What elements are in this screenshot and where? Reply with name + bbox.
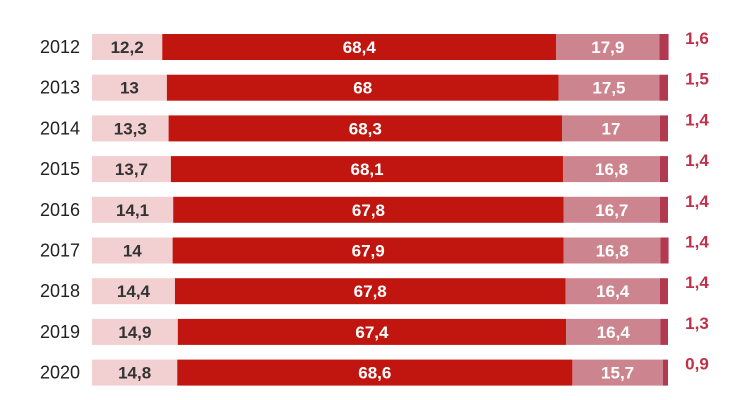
data-label: 16,7 bbox=[595, 201, 628, 220]
bar-segment bbox=[659, 74, 668, 101]
data-label: 14,1 bbox=[116, 201, 149, 220]
bar-row: 2017 14 67,9 16,8 1,4 bbox=[40, 233, 709, 264]
bar-row: 2014 13,3 68,3 17 1,4 bbox=[40, 110, 709, 142]
bar-segment bbox=[92, 196, 174, 223]
bar-segment bbox=[177, 318, 567, 345]
data-label: 68,6 bbox=[358, 364, 391, 383]
bar-segment bbox=[174, 278, 566, 305]
data-label: 13,7 bbox=[115, 160, 148, 179]
bar-segment bbox=[659, 196, 668, 223]
bar-segment bbox=[177, 359, 573, 386]
data-label: 15,7 bbox=[601, 364, 634, 383]
bar-row: 2015 13,7 68,1 16,8 1,4 bbox=[40, 151, 709, 183]
bar-segment bbox=[659, 156, 668, 183]
bar-segment bbox=[92, 237, 173, 264]
category-label: 2015 bbox=[40, 159, 80, 179]
bar-segment bbox=[92, 115, 169, 142]
data-label: 14,4 bbox=[117, 282, 151, 301]
data-label: 67,9 bbox=[352, 242, 385, 261]
data-label: 1,4 bbox=[685, 233, 709, 252]
bar-segment bbox=[92, 359, 178, 386]
data-label: 68,1 bbox=[350, 160, 383, 179]
bar-segment bbox=[166, 74, 559, 101]
data-label: 68 bbox=[353, 79, 372, 98]
bar-row: 2018 14,4 67,8 16,4 1,4 bbox=[40, 273, 709, 305]
data-label: 67,4 bbox=[355, 323, 389, 342]
data-label: 16,4 bbox=[596, 282, 630, 301]
bar-segment bbox=[659, 278, 668, 305]
data-label: 1,4 bbox=[685, 192, 709, 211]
data-label: 1,6 bbox=[685, 29, 709, 48]
bar-row: 2019 14,9 67,4 16,4 1,3 bbox=[40, 314, 709, 345]
category-label: 2020 bbox=[40, 363, 80, 383]
bar-segment bbox=[563, 156, 660, 183]
data-label: 17 bbox=[602, 119, 621, 138]
data-label: 12,2 bbox=[111, 38, 144, 57]
category-label: 2016 bbox=[40, 200, 80, 220]
data-label: 16,8 bbox=[595, 160, 628, 179]
data-label: 68,4 bbox=[343, 38, 377, 57]
data-label: 17,9 bbox=[591, 38, 624, 57]
bar-segment bbox=[566, 318, 661, 345]
data-label: 67,8 bbox=[354, 282, 387, 301]
bar-segment bbox=[92, 278, 175, 305]
data-label: 13 bbox=[120, 79, 139, 98]
bar-row: 2016 14,1 67,8 16,7 1,4 bbox=[40, 192, 709, 223]
data-label: 16,8 bbox=[596, 242, 629, 261]
bar-segment bbox=[660, 237, 669, 264]
bar-segment bbox=[572, 359, 663, 386]
data-label: 14 bbox=[123, 242, 142, 261]
bar-segment bbox=[92, 156, 171, 183]
bar-segment bbox=[659, 34, 669, 60]
bar-segment bbox=[558, 74, 660, 101]
bar-segment bbox=[172, 237, 564, 264]
category-label: 2019 bbox=[40, 322, 80, 342]
bar-segment bbox=[170, 156, 564, 183]
bar-segment bbox=[565, 278, 660, 305]
data-label: 14,8 bbox=[118, 364, 151, 383]
data-label: 17,5 bbox=[592, 79, 625, 98]
category-label: 2017 bbox=[40, 241, 80, 261]
data-label: 67,8 bbox=[352, 201, 385, 220]
bar-segment bbox=[168, 115, 563, 142]
data-label: 68,3 bbox=[349, 119, 382, 138]
bar-row: 2020 14,8 68,6 15,7 0,9 bbox=[40, 355, 709, 386]
bar-segment bbox=[92, 34, 163, 60]
category-label: 2012 bbox=[40, 37, 80, 57]
bar-segment bbox=[562, 115, 660, 142]
bar-segment bbox=[563, 196, 660, 223]
data-label: 1,3 bbox=[685, 314, 709, 333]
bar-segment bbox=[660, 318, 668, 345]
bar-row: 2013 13 68 17,5 1,5 bbox=[40, 70, 709, 101]
data-label: 1,4 bbox=[685, 151, 709, 170]
data-label: 13,3 bbox=[114, 119, 147, 138]
bar-segment bbox=[92, 318, 178, 345]
bar-segment bbox=[556, 34, 660, 60]
category-label: 2018 bbox=[40, 281, 80, 301]
data-label: 1,4 bbox=[685, 110, 709, 129]
category-label: 2013 bbox=[40, 78, 80, 98]
data-label: 0,9 bbox=[685, 355, 709, 374]
data-label: 16,4 bbox=[597, 323, 631, 342]
category-label: 2014 bbox=[40, 118, 80, 138]
bar-segment bbox=[662, 359, 668, 386]
bar-segment bbox=[173, 196, 564, 223]
data-label: 1,5 bbox=[685, 70, 709, 89]
bar-segment bbox=[92, 74, 167, 101]
bar-segment bbox=[162, 34, 557, 60]
bar-row: 2012 12,2 68,4 17,9 1,6 bbox=[40, 29, 709, 60]
data-label: 14,9 bbox=[118, 323, 151, 342]
data-label: 1,4 bbox=[685, 273, 709, 292]
bar-segment bbox=[659, 115, 668, 142]
bar-segment bbox=[563, 237, 661, 264]
